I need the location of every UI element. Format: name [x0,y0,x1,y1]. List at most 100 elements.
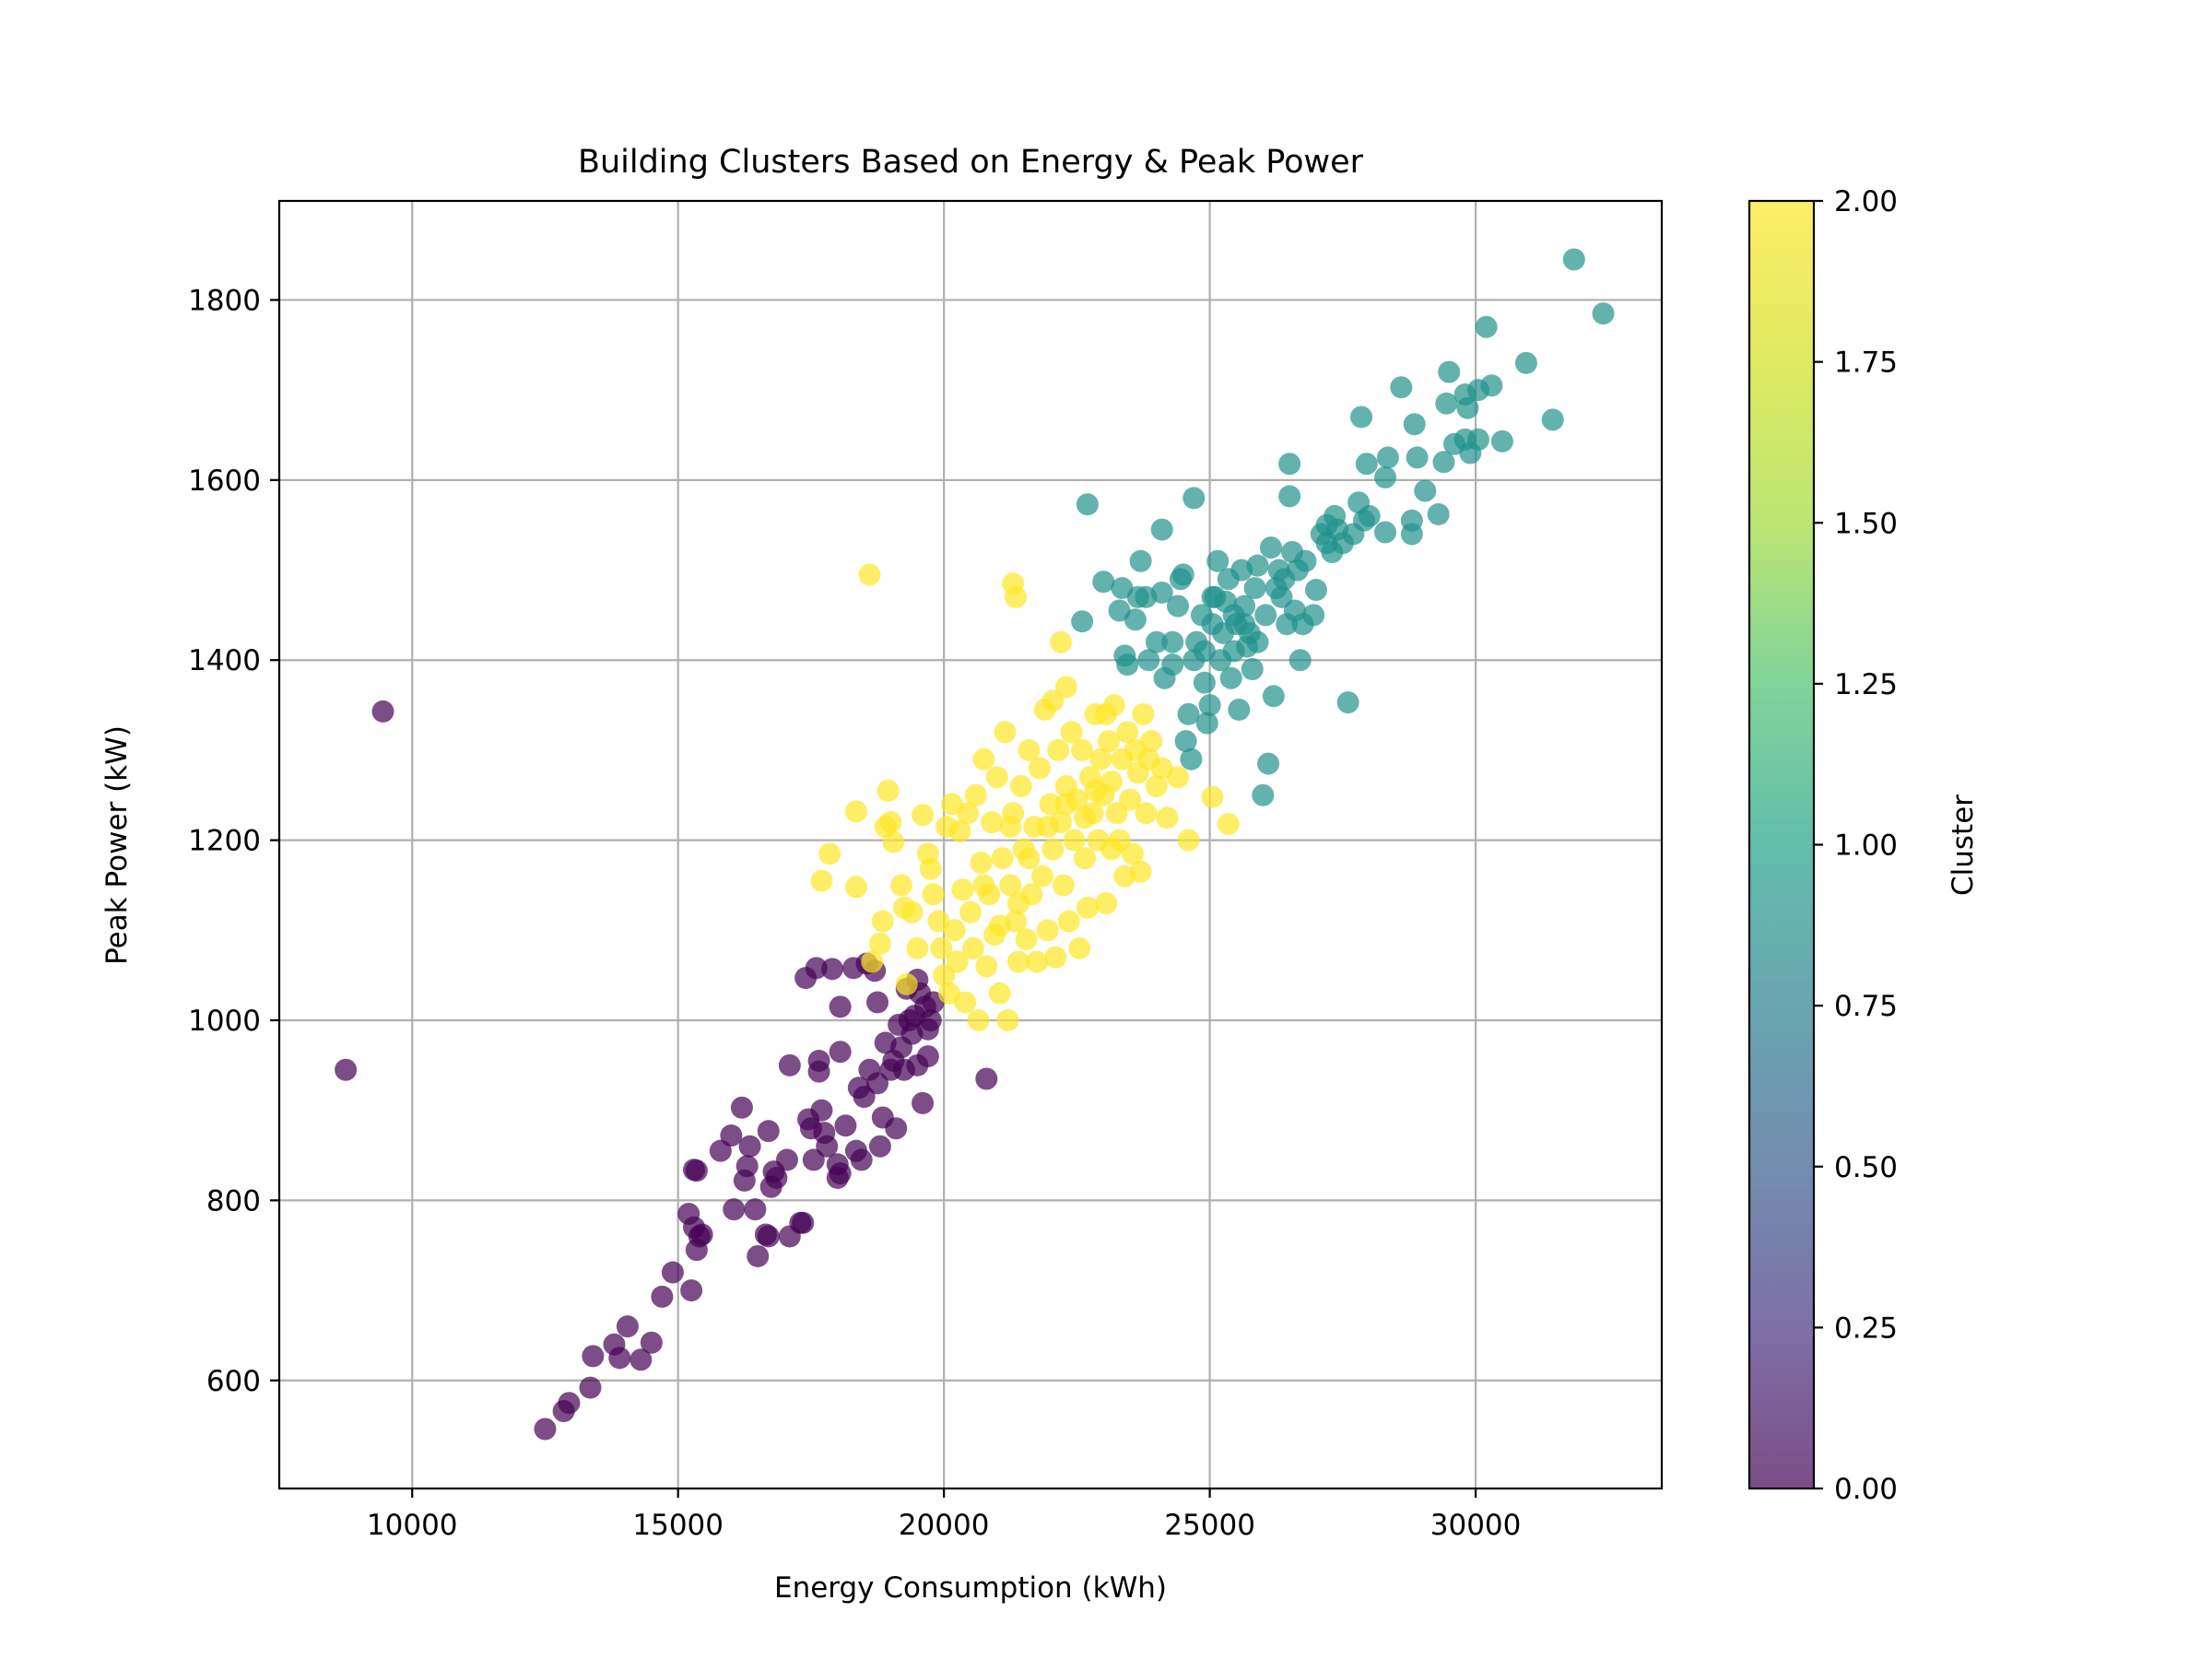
data-point [829,1162,852,1185]
data-point [1006,892,1030,914]
data-point [802,1148,825,1171]
data-point [877,779,900,802]
data-point [1265,577,1288,600]
data-point [1171,563,1194,586]
data-point [1084,779,1107,802]
data-point [970,852,993,875]
data-point [1095,892,1118,914]
data-point [1355,453,1378,476]
data-point [868,932,891,955]
colorbar-tick-label: 0.75 [1834,990,1898,1023]
data-point [1390,376,1413,399]
data-point [1150,518,1173,541]
data-point [1432,451,1455,474]
data-point [1076,493,1099,516]
data-point [1350,406,1373,429]
data-point [1374,521,1396,544]
data-point [1044,946,1067,969]
data-point [922,883,945,906]
y-tick-label: 1800 [188,284,261,317]
data-point [1246,630,1269,653]
y-tick-label: 1600 [188,465,261,498]
data-point [853,1086,876,1109]
data-point [1206,549,1230,572]
data-point [1252,783,1275,806]
data-point [988,914,1011,937]
data-point [371,700,394,723]
data-point [1466,428,1489,451]
data-point [1262,685,1285,708]
data-point [1039,793,1062,816]
data-point [1562,248,1585,271]
data-point [959,900,982,924]
data-point [1030,865,1053,888]
data-point [985,766,1008,789]
data-point [807,1060,830,1083]
data-point [1219,666,1242,689]
data-point [1243,577,1266,600]
data-point [1156,806,1179,830]
data-point [608,1347,631,1370]
data-point [1116,653,1139,677]
data-point [946,950,969,973]
x-tick-label: 10000 [367,1509,458,1542]
colorbar-tick-label: 1.50 [1834,507,1898,540]
data-point [534,1418,557,1441]
grid-lines [279,201,1662,1488]
data-point [906,936,929,959]
data-point [733,1169,756,1192]
data-point [629,1348,653,1371]
data-point [1005,585,1028,608]
data-point [1374,465,1396,488]
data-point [680,1279,703,1302]
data-point [738,1135,761,1158]
data-point [1480,374,1503,397]
data-point [1129,549,1152,572]
data-point [1033,698,1056,721]
data-point [1076,896,1099,919]
data-point [1102,694,1125,717]
data-point [975,1067,998,1090]
data-point [871,910,894,933]
data-point [1054,793,1077,816]
data-point [1174,730,1197,753]
data-point [1254,604,1277,627]
data-point [1257,752,1280,775]
data-point [821,958,843,981]
data-point [1150,581,1173,604]
data-point [1592,302,1615,325]
data-point [988,982,1011,1005]
data-point [996,1009,1019,1031]
data-point [1167,594,1189,618]
data-point [1137,649,1160,672]
cluster-2-points [810,563,1240,1031]
colorbar-tick-label: 2.00 [1834,185,1898,218]
data-point [866,1072,889,1095]
data-point [1406,446,1429,469]
data-point [1105,802,1128,825]
data-point [895,972,918,995]
data-point [834,1114,857,1137]
data-point [1305,579,1327,602]
data-point [1129,860,1152,883]
data-point [1278,453,1301,476]
y-tick-label: 800 [206,1184,261,1218]
data-point [1286,559,1309,582]
data-point [1167,766,1189,789]
data-point [1302,604,1325,627]
data-point [999,815,1022,838]
data-point [1116,721,1139,744]
data-point [1036,815,1059,838]
data-point [951,878,974,901]
y-axis-label: Peak Power (kW) [100,725,134,965]
data-point [1006,950,1030,973]
data-point [1074,847,1097,870]
colorbar-tick-label: 1.75 [1834,347,1898,380]
x-axis-label: Energy Consumption (kWh) [774,1571,1167,1605]
data-point [1018,847,1041,870]
data-point [866,991,889,1014]
data-point [858,563,881,586]
colorbar-tick-label: 1.25 [1834,668,1898,701]
data-point [1438,360,1461,383]
data-point [810,869,833,892]
